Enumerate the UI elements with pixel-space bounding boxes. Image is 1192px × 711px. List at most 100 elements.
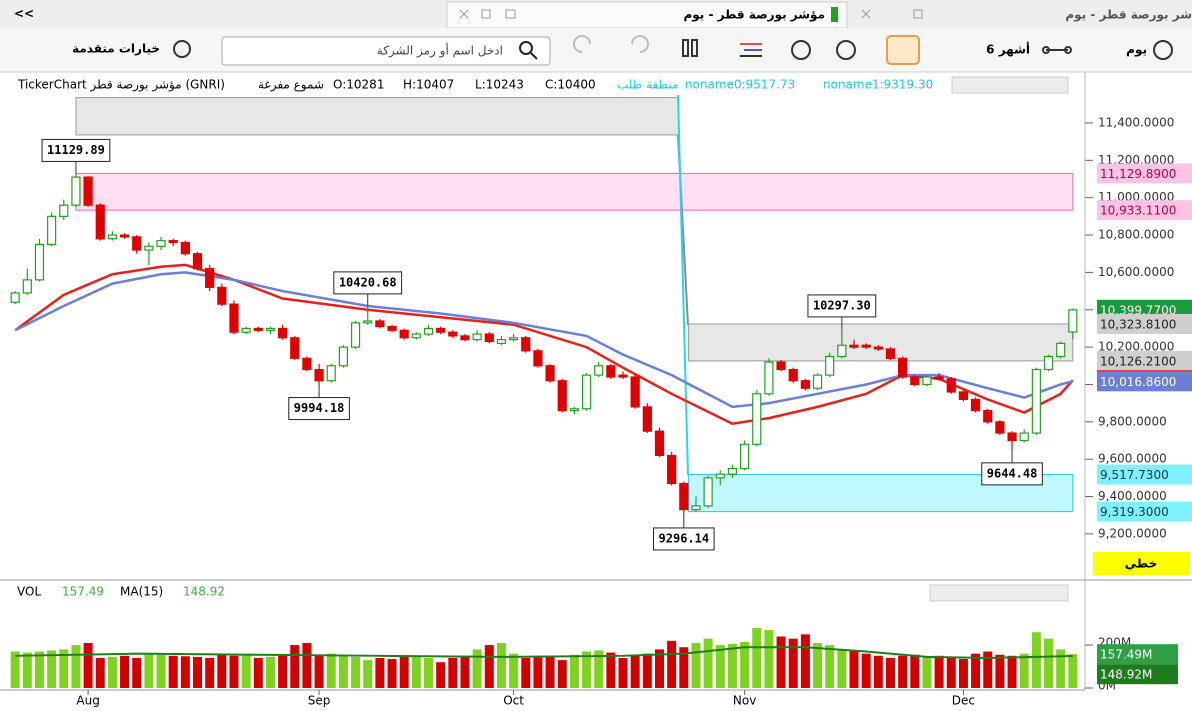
- candle-body: [727, 467, 738, 475]
- volume-bar: [752, 627, 762, 688]
- volume-bar: [885, 657, 895, 688]
- candle-body: [253, 327, 263, 331]
- volume-bar: [569, 654, 579, 688]
- candle-body: [326, 365, 336, 382]
- volume-bar: [253, 657, 263, 688]
- price-box: [1097, 644, 1178, 665]
- annotation-label: 9644.48: [987, 466, 1038, 480]
- toolbar: [0, 28, 1192, 72]
- candle-body: [910, 376, 920, 386]
- candle-body: [229, 303, 239, 333]
- price-box-label: 9,517.7300: [1100, 468, 1169, 482]
- annotation-label: 10297.30: [813, 298, 871, 312]
- collapse-button[interactable]: <<: [14, 7, 34, 21]
- volume-bar: [958, 659, 968, 688]
- volume-bar: [509, 653, 519, 688]
- candle-body: [873, 346, 883, 350]
- volume-bar: [120, 655, 130, 688]
- candle-body: [496, 339, 507, 344]
- pane-controls[interactable]: [951, 76, 1069, 94]
- volume-bar: [387, 659, 397, 688]
- candle-body: [812, 374, 823, 389]
- price-box: [1097, 664, 1178, 685]
- annotation-box: [653, 527, 715, 551]
- interval-selector[interactable]: يوم: [1126, 43, 1147, 58]
- active-tab[interactable]: [446, 1, 848, 29]
- price-box-label: 157.49M: [1100, 648, 1152, 662]
- x-tick-label: Nov: [733, 694, 756, 708]
- legend-value: 148.92: [183, 585, 225, 599]
- volume-bar: [898, 655, 908, 688]
- period-selector[interactable]: 6 أشهر: [986, 42, 1030, 57]
- candle-body: [448, 331, 458, 337]
- price-annotation: 9644.48: [981, 450, 1043, 486]
- price-box: [1097, 464, 1192, 485]
- candle-body: [1068, 309, 1078, 333]
- candle-body: [484, 333, 494, 343]
- candle-body: [1031, 368, 1041, 434]
- annotation-box: [981, 462, 1043, 486]
- volume-bar: [338, 654, 348, 688]
- candle-body: [679, 482, 689, 511]
- annotation-label: 11129.89: [47, 143, 105, 157]
- tab-title[interactable]: شر بورصة قطر - يوم: [1065, 8, 1192, 23]
- volume-bar: [582, 651, 592, 688]
- y-tick-label: 11,200.0000: [1098, 153, 1174, 167]
- candle-body: [800, 380, 810, 389]
- tab-title[interactable]: مؤشر بورصة قطر - يوم: [683, 8, 825, 23]
- price-box: [1097, 371, 1192, 392]
- volume-bar: [83, 642, 93, 688]
- advanced-options[interactable]: خيارات متقدمة: [72, 42, 160, 56]
- x-tick-label: Aug: [76, 694, 99, 708]
- candle-body: [569, 408, 579, 412]
- candle-body: [898, 357, 908, 378]
- volume-bar: [679, 647, 689, 688]
- candle-body: [606, 365, 616, 378]
- annotation-box: [807, 294, 877, 318]
- volume-bar: [910, 654, 920, 688]
- price-annotation: 11129.89: [41, 138, 111, 174]
- style-label-box[interactable]: [1093, 552, 1190, 575]
- y-tick-label: 9,600.0000: [1098, 452, 1167, 466]
- search-box[interactable]: [221, 36, 551, 66]
- y-tick-label: 11,400.0000: [1098, 115, 1174, 129]
- style-label[interactable]: خطي: [1125, 557, 1157, 571]
- candle-body: [667, 454, 677, 485]
- volume-bar: [95, 657, 105, 688]
- price-box-label: 10,933.1100: [1100, 204, 1176, 218]
- volume-bar: [715, 645, 725, 688]
- volume-bar: [229, 655, 239, 688]
- price-annotation: 10420.68: [333, 271, 403, 306]
- candle-body: [618, 374, 628, 378]
- candle-body: [338, 346, 349, 367]
- annotation-label: 10420.68: [339, 275, 397, 289]
- volume-bar: [1007, 655, 1017, 688]
- volume-bar: [144, 653, 154, 688]
- price-box: [1097, 313, 1192, 334]
- volume-bar: [813, 642, 823, 688]
- candle-body: [739, 443, 750, 470]
- candle-body: [922, 376, 932, 386]
- search-icon[interactable]: [519, 41, 533, 55]
- y-tick-label: 9,800.0000: [1098, 414, 1167, 428]
- search-icon: [530, 52, 538, 60]
- volume-bar: [642, 653, 652, 688]
- candle-body: [521, 337, 531, 352]
- volume-bar: [934, 655, 944, 688]
- candle-body: [290, 337, 300, 359]
- candle-body: [144, 245, 154, 251]
- tool-icons[interactable]: [573, 35, 1173, 65]
- gear-icon[interactable]: [173, 40, 191, 58]
- zone: [688, 323, 1074, 362]
- pane-controls[interactable]: [929, 584, 1069, 602]
- volume-bar: [837, 649, 847, 688]
- candle-body: [265, 327, 276, 331]
- volume-bar: [740, 641, 750, 688]
- x-tick-label: Oct: [503, 694, 524, 708]
- volume-bar: [594, 650, 604, 688]
- volume-bar: [776, 636, 786, 688]
- volume-bar: [156, 654, 166, 688]
- y-tick-label: 10,600.0000: [1098, 265, 1174, 279]
- volume-bar: [667, 640, 677, 688]
- candle-body: [22, 279, 32, 294]
